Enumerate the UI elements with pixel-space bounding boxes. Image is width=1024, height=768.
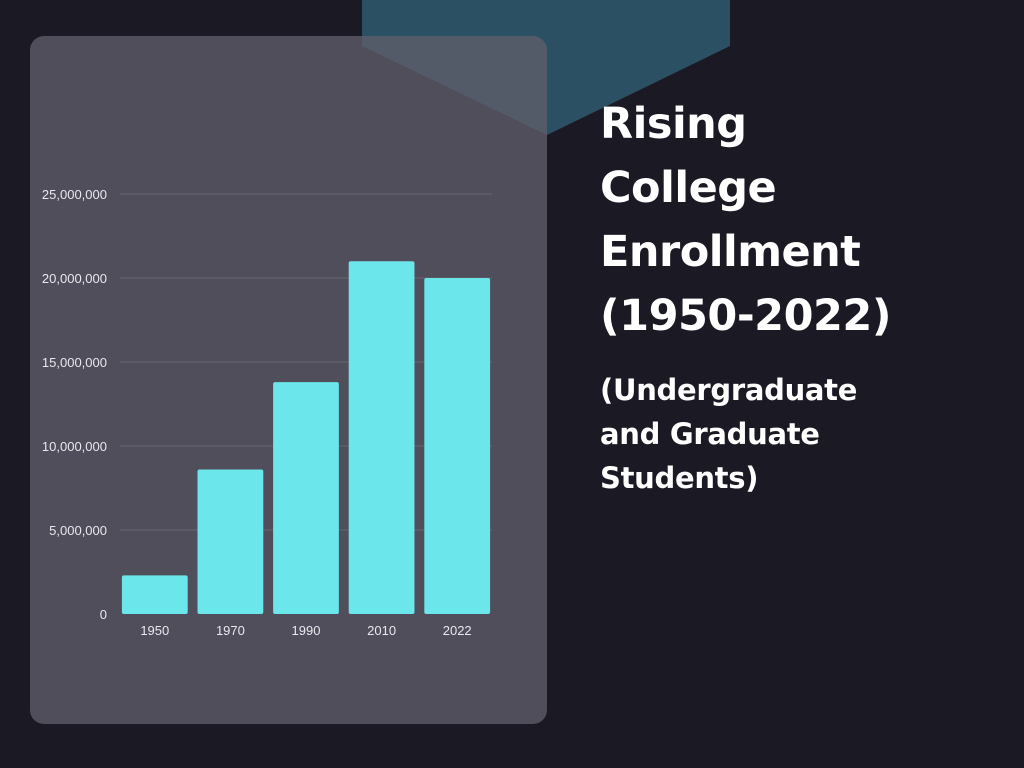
bar-1950 bbox=[121, 575, 188, 614]
y-tick-label: 5,000,000 bbox=[49, 523, 107, 538]
y-tick-label: 10,000,000 bbox=[42, 439, 107, 454]
chart-subtitle: (Undergraduate and Graduate Students) bbox=[600, 373, 858, 495]
bar-2010 bbox=[348, 261, 415, 614]
title-block: Rising College Enrollment (1950-2022) (U… bbox=[600, 92, 1000, 500]
x-tick-label: 1970 bbox=[216, 623, 245, 638]
bar-1970 bbox=[197, 469, 264, 614]
x-tick-label: 1990 bbox=[292, 623, 321, 638]
x-tick-label: 1950 bbox=[140, 623, 169, 638]
y-tick-label: 15,000,000 bbox=[42, 355, 107, 370]
x-tick-label: 2022 bbox=[443, 623, 472, 638]
y-tick-label: 0 bbox=[100, 607, 107, 622]
y-tick-label: 25,000,000 bbox=[42, 187, 107, 202]
bar-chart: 0 5,000,000 10,000,000 15,000,000 20,000,000… bbox=[42, 187, 492, 638]
bar-1990 bbox=[273, 382, 339, 614]
x-tick-label: 2010 bbox=[367, 623, 396, 638]
chart-title: Rising College Enrollment (1950-2022) bbox=[600, 99, 892, 341]
y-tick-label: 20,000,000 bbox=[42, 271, 107, 286]
chart-panel: 0 5,000,000 10,000,000 15,000,000 20,000,000… bbox=[30, 36, 547, 724]
bar-2022 bbox=[424, 278, 491, 614]
